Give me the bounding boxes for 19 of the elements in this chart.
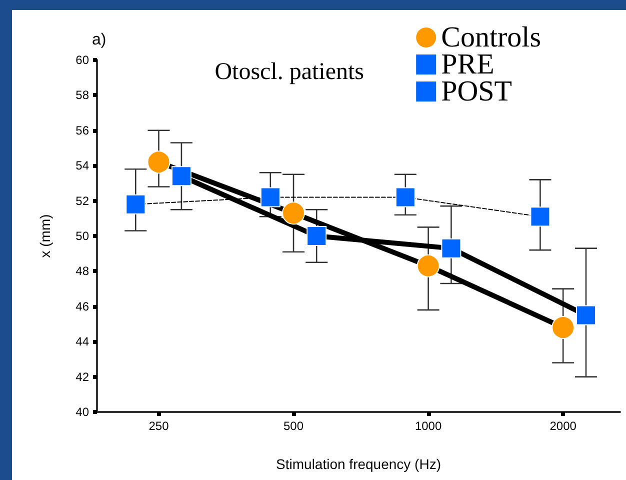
y-tick-label: 42 [76, 370, 90, 384]
y-tick-label: 56 [76, 123, 90, 138]
y-tick-label: 60 [76, 53, 90, 67]
y-tick-label: 52 [76, 194, 90, 208]
x-tick-label: 500 [284, 419, 304, 433]
x-tick-label: 2000 [550, 419, 577, 433]
x-tick-label: 1000 [414, 419, 442, 433]
y-tick-label: 50 [76, 229, 90, 243]
text: a) [92, 32, 106, 48]
x-axis-title: Stimulation frequency (Hz) [276, 456, 441, 472]
y-tick-label: 46 [76, 299, 90, 314]
y-axis-title: x (mm) [37, 214, 53, 258]
legend-title: Otoscl. patients [214, 59, 364, 85]
y-tick-label: 58 [76, 88, 90, 102]
x-tick-label: 250 [148, 419, 170, 433]
y-tick-label: 48 [76, 264, 90, 278]
y-tick-label: 54 [76, 158, 90, 173]
y-tick-label: 44 [76, 334, 90, 349]
y-tick-label: 40 [76, 405, 90, 419]
